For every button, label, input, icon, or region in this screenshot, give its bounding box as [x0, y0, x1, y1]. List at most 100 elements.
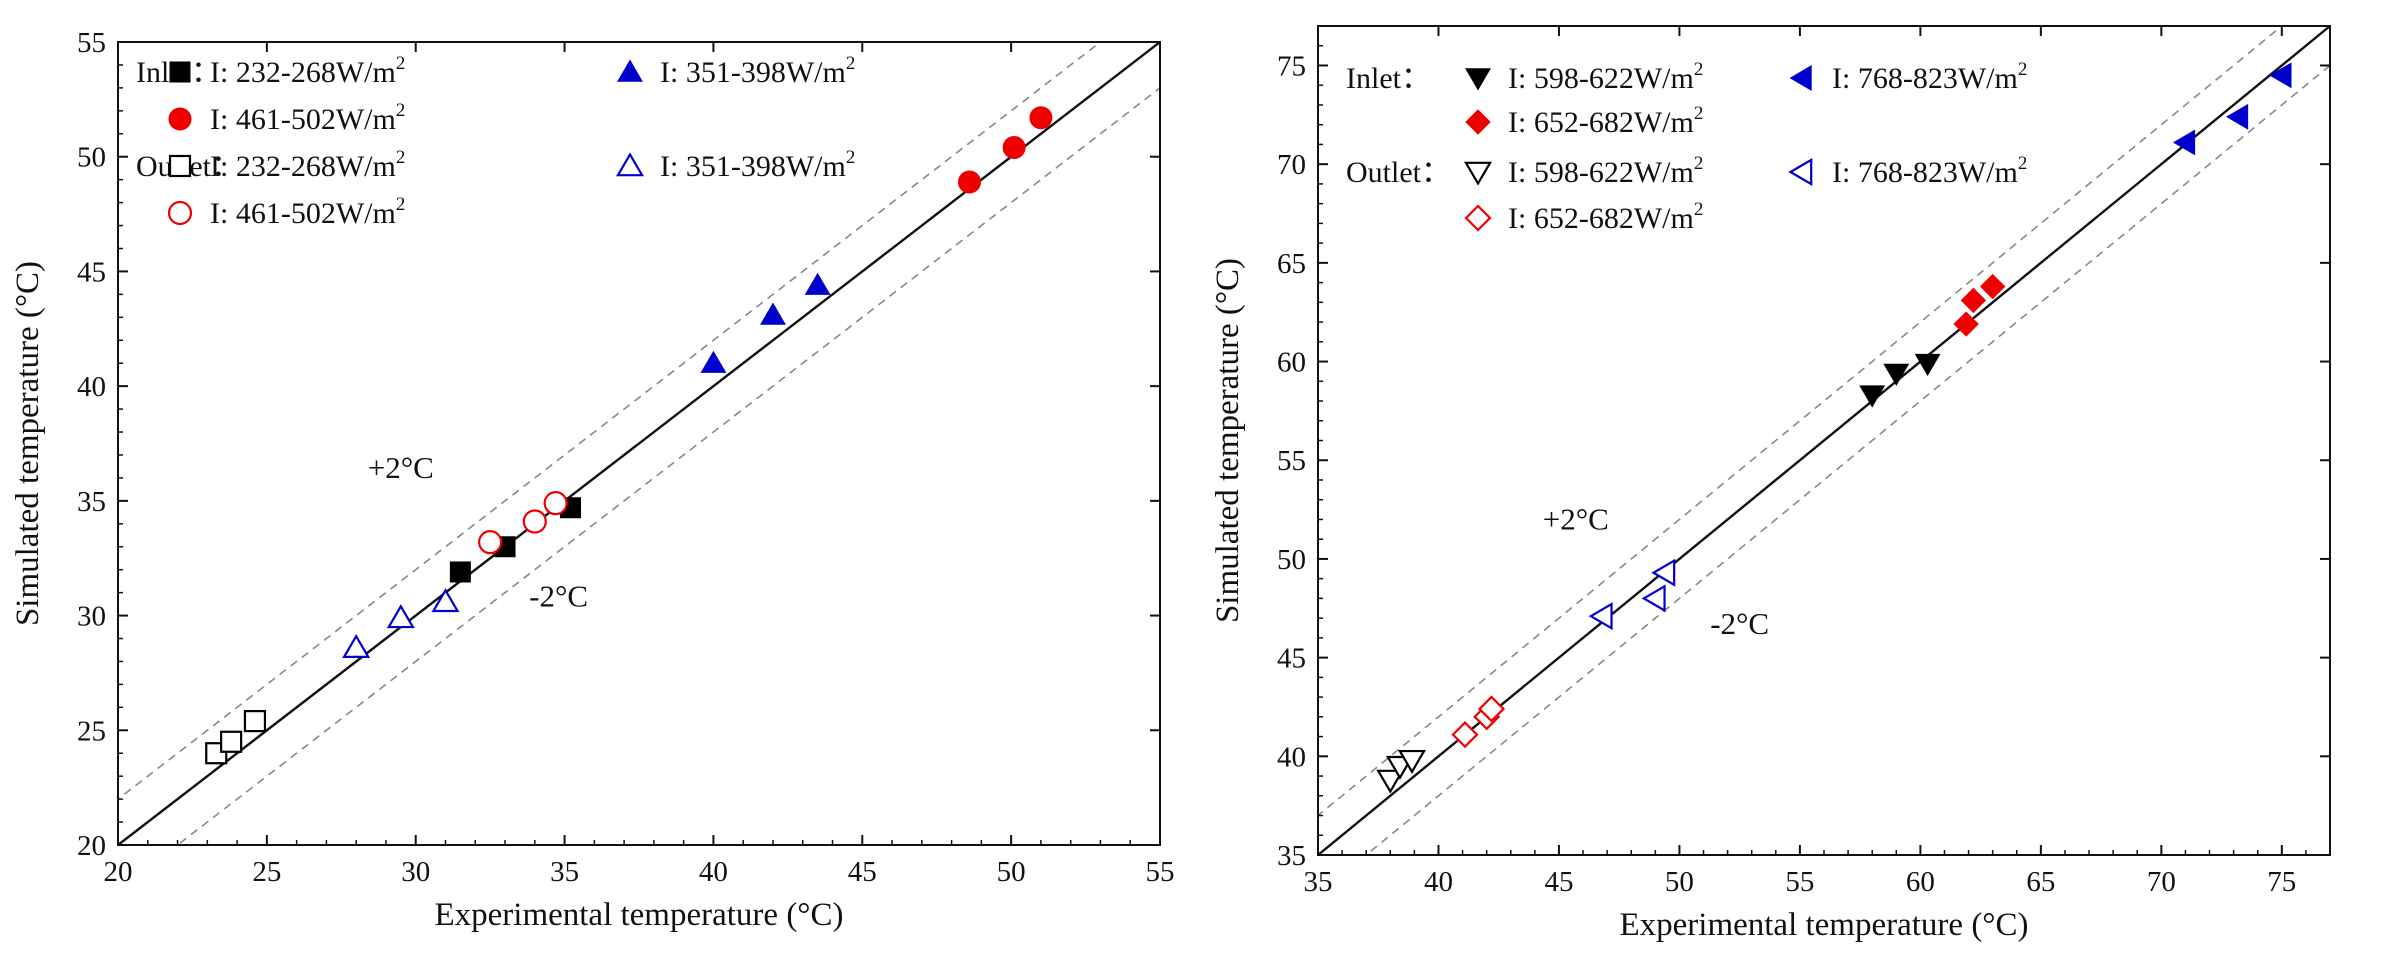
identity-line [1318, 26, 2330, 855]
legend-marker-icon [1789, 65, 1812, 91]
data-point [1914, 353, 1941, 377]
data-point [957, 170, 981, 194]
legend-entry-label: I: 598-622W/m2 [1508, 153, 1703, 189]
x-tick-label: 20 [104, 856, 133, 888]
x-tick-label: 60 [1906, 866, 1935, 898]
data-point [1397, 749, 1426, 774]
data-point [760, 302, 786, 325]
data-point [1002, 136, 1026, 160]
x-tick-label: 30 [401, 856, 430, 888]
legend-marker-icon [168, 107, 192, 131]
minus-2c-annotation: -2°C [529, 578, 588, 613]
data-point [431, 588, 460, 613]
x-axis-label: Experimental temperature (°C) [434, 897, 843, 933]
legend-marker-icon [1788, 158, 1813, 186]
x-tick-label: 35 [1304, 866, 1333, 898]
data-point [1451, 721, 1479, 749]
y-tick-label: 65 [1277, 248, 1306, 280]
legend-entry-label: I: 652-682W/m2 [1508, 103, 1703, 139]
legend-inlet-title: Inlet： [1346, 62, 1431, 95]
x-tick-label: 45 [1544, 866, 1573, 898]
x-tick-label: 75 [2267, 866, 2296, 898]
x-tick-label: 40 [1424, 866, 1453, 898]
y-axis-label: Simulated temperature (°C) [1210, 258, 1246, 623]
y-tick-label: 50 [77, 142, 106, 174]
x-tick-label: 70 [2147, 866, 2176, 898]
y-tick-label: 30 [77, 601, 106, 633]
data-point [478, 530, 503, 555]
data-point [700, 350, 727, 373]
y-tick-label: 60 [1277, 347, 1306, 379]
minus-2c-annotation: -2°C [1710, 606, 1769, 641]
data-point [1859, 385, 1886, 408]
data-point [1588, 602, 1613, 631]
legend-entry-label: I: 768-823W/m2 [1832, 153, 2027, 189]
legend-marker-icon [1465, 109, 1491, 135]
y-tick-label: 40 [77, 371, 106, 403]
x-tick-label: 55 [1785, 866, 1814, 898]
legend-entry-label: I: 232-268W/m2 [210, 147, 405, 183]
y-tick-label: 50 [1277, 544, 1306, 576]
x-tick-label: 50 [1665, 866, 1694, 898]
data-point [1641, 584, 1666, 613]
y-tick-label: 45 [1277, 643, 1306, 675]
legend-entry-label: I: 768-823W/m2 [1832, 59, 2027, 95]
legend-outlet-title: Outlet： [1346, 156, 1451, 189]
data-point [449, 561, 471, 583]
right-chart-panel: 35 40 45 50 55 60 65 70 75 35 40 45 50 55 60 65 70 75 Expe… [1210, 25, 2331, 943]
legend-marker-icon [1464, 161, 1492, 186]
data-point [543, 491, 568, 516]
data-point [522, 509, 547, 534]
y-tick-label: 25 [77, 715, 106, 747]
y-tick-label: 70 [1277, 149, 1306, 181]
plus-2c-line [1318, 26, 2284, 817]
data-point [2172, 129, 2196, 156]
x-tick-label: 50 [997, 856, 1026, 888]
plus-2c-line [118, 42, 1102, 801]
plus-2c-annotation: +2°C [368, 450, 434, 485]
y-tick-label: 75 [1277, 50, 1306, 82]
legend-marker-icon [169, 61, 191, 83]
legend-entry-label: I: 232-268W/m2 [210, 53, 405, 89]
y-tick-label: 35 [1277, 840, 1306, 872]
legend-entry-label: I: 461-502W/m2 [210, 100, 405, 136]
minus-2c-line [176, 86, 1160, 845]
plot-frame [117, 41, 1161, 846]
x-tick-label: 25 [252, 856, 281, 888]
data-point [1376, 769, 1405, 794]
data-point [1953, 311, 1979, 337]
x-axis-label: Experimental temperature (°C) [1619, 907, 2028, 943]
y-axis-label: Simulated temperature (°C) [10, 261, 46, 626]
legend-entry-label: I: 351-398W/m2 [660, 53, 855, 89]
legend-marker-icon [1465, 68, 1491, 91]
x-tick-label: 65 [2026, 866, 2055, 898]
legend-marker-icon [168, 154, 192, 178]
x-tick-label: 55 [1146, 856, 1175, 888]
data-point [386, 604, 415, 629]
y-tick-label: 20 [77, 830, 106, 862]
data-point [243, 710, 267, 733]
data-point [220, 730, 243, 753]
legend-entry-label: I: 652-682W/m2 [1508, 199, 1703, 235]
x-tick-label: 40 [699, 856, 728, 888]
minus-2c-line [1364, 64, 2330, 855]
legend-marker-icon [617, 59, 643, 82]
data-point [1477, 695, 1506, 723]
data-point [342, 634, 371, 658]
y-tick-label: 40 [1277, 741, 1306, 773]
legend-entry-label: I: 598-622W/m2 [1508, 59, 1703, 95]
legend-entry-label: I: 461-502W/m2 [210, 194, 405, 230]
identity-line [118, 42, 1160, 845]
data-point [2269, 62, 2292, 89]
y-tick-label: 55 [77, 27, 106, 59]
legend-marker-icon [616, 152, 644, 177]
legend-marker-icon [167, 200, 193, 226]
data-point [2225, 103, 2249, 130]
y-tick-label: 55 [1277, 445, 1306, 477]
data-point [1883, 363, 1910, 386]
x-tick-label: 35 [550, 856, 579, 888]
y-tick-label: 35 [77, 486, 106, 518]
left-chart-panel: 20 25 30 35 40 45 50 55 20 25 30 35 40 45 50 55 Experime… [10, 27, 1175, 933]
data-point [1029, 106, 1053, 130]
